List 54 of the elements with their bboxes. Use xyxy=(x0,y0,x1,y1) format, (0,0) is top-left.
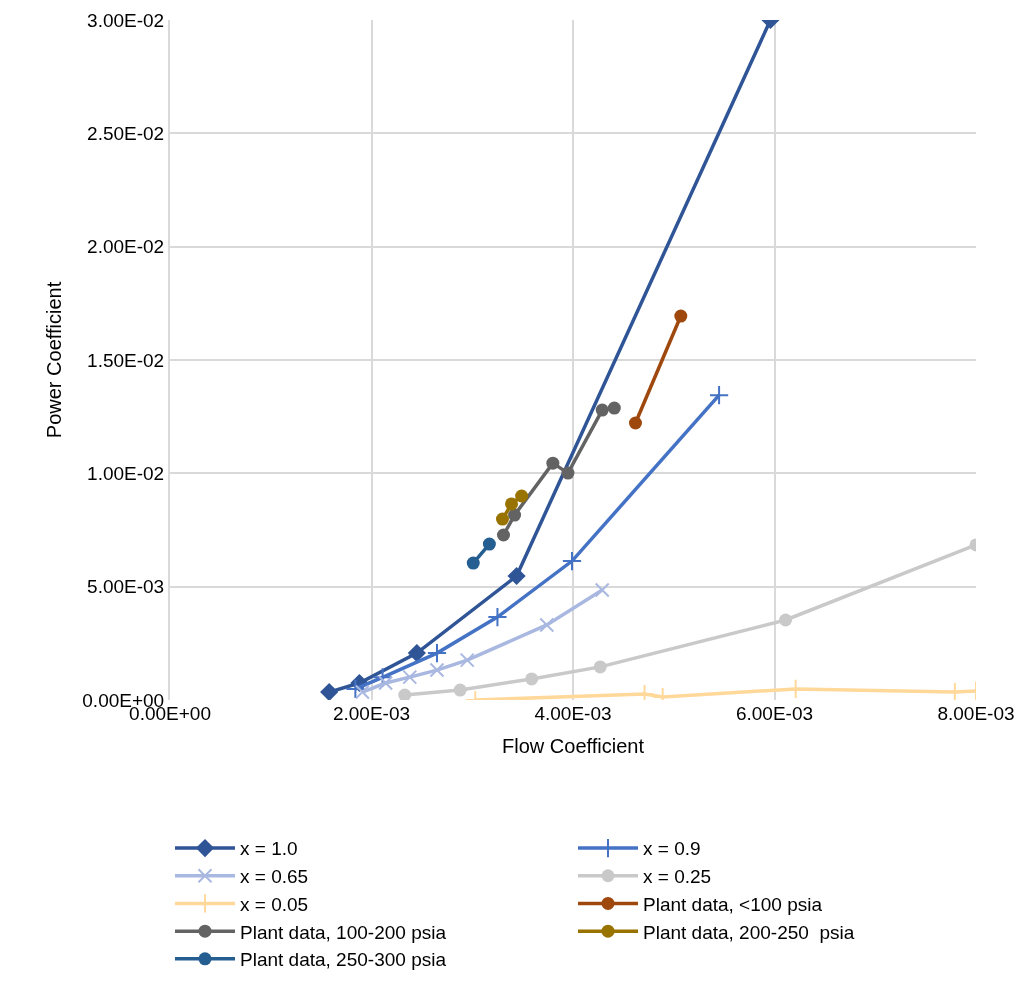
legend-label: Plant data, 250-300 psia xyxy=(240,949,447,971)
y-tick-label: 1.00E-02 xyxy=(87,462,165,484)
point xyxy=(398,688,412,700)
legend-label: x = 0.9 xyxy=(643,838,701,860)
point xyxy=(453,683,467,697)
point xyxy=(708,385,730,406)
y-axis-title: Power Coefficient xyxy=(43,281,66,439)
point xyxy=(779,613,793,627)
point xyxy=(561,466,575,480)
x-tick-label: 8.00E-03 xyxy=(937,703,1015,724)
y-tick-label: 1.50E-02 xyxy=(87,349,165,371)
point xyxy=(402,669,418,685)
y-tick-label: 3.00E-02 xyxy=(87,9,165,31)
point xyxy=(515,489,529,503)
legend-label: x = 1.0 xyxy=(240,838,298,860)
x-tick-label: 4.00E-03 xyxy=(534,703,612,724)
point xyxy=(595,403,609,417)
point xyxy=(674,309,688,323)
point xyxy=(482,537,496,551)
legend-label: x = 0.05 xyxy=(240,893,309,915)
point xyxy=(525,672,539,686)
point xyxy=(607,401,621,415)
legend-label: x = 0.25 xyxy=(643,866,712,888)
x-tick-label: 2.00E-03 xyxy=(332,703,411,724)
legend-label: Plant data, 200-250 psia xyxy=(643,921,855,943)
legend-label: Plant data, <100 psia xyxy=(643,893,823,915)
point xyxy=(459,652,475,668)
point xyxy=(496,528,510,542)
point xyxy=(546,456,560,470)
point xyxy=(507,566,526,586)
point xyxy=(508,508,522,522)
legend-label: Plant data, 100-200 psia xyxy=(240,921,447,943)
point xyxy=(426,642,448,664)
point xyxy=(354,684,370,700)
point xyxy=(593,660,607,674)
point xyxy=(505,497,519,511)
point xyxy=(561,550,583,572)
point xyxy=(429,662,445,678)
point xyxy=(628,416,642,430)
y-tick-label: 5.00E-03 xyxy=(87,576,165,598)
y-tick-label: 2.50E-02 xyxy=(87,122,165,144)
point xyxy=(539,617,555,633)
y-tick-label: 2.00E-02 xyxy=(87,236,165,258)
legend-label: x = 0.65 xyxy=(240,866,309,888)
x-tick-label: 6.00E-03 xyxy=(735,703,814,724)
point xyxy=(594,582,610,598)
point xyxy=(487,606,508,628)
x-axis-title: Flow Coefficient xyxy=(502,734,645,757)
point xyxy=(407,643,426,663)
point xyxy=(495,512,509,526)
point xyxy=(378,675,394,691)
point xyxy=(345,678,366,699)
point xyxy=(320,682,339,700)
point xyxy=(466,556,480,570)
